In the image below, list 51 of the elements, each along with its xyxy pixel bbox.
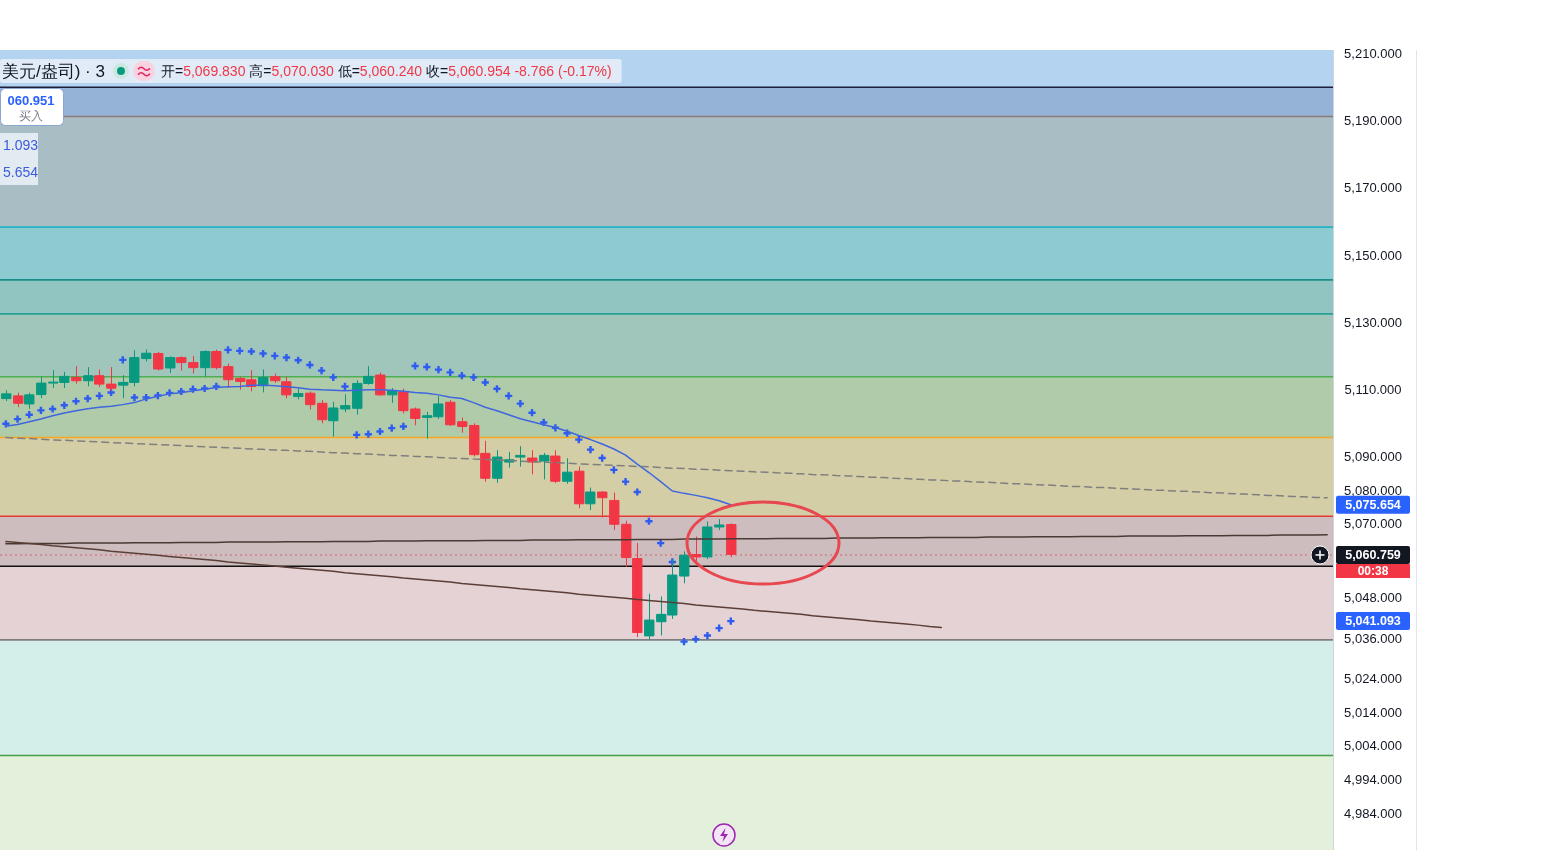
candlestick (153, 352, 164, 371)
y-tick-label: 5,024.000 (1344, 671, 1402, 687)
line-series (5, 436, 1328, 499)
y-tick-label: 5,070.000 (1344, 516, 1402, 532)
candlestick (515, 446, 526, 467)
line-series (5, 540, 943, 629)
text: 00:38 (1357, 564, 1389, 579)
candlestick (691, 536, 702, 561)
candlestick (165, 356, 176, 373)
candlestick (1, 390, 12, 402)
candlestick (71, 366, 82, 384)
y-tick-label: 5,170.000 (1344, 180, 1402, 196)
annotation: 买入 (19, 109, 43, 122)
candlestick (574, 466, 585, 509)
y-tick-label: 5,130.000 (1344, 314, 1402, 330)
annotation: 5.654 (3, 164, 39, 180)
text: 5,075.654 (1345, 497, 1401, 512)
candlestick (539, 452, 550, 480)
candlestick (293, 388, 304, 400)
candlestick (562, 458, 573, 484)
text: 美元/盎司) · 3 (2, 61, 105, 81)
candlestick (200, 350, 211, 377)
y-tick-label: 5,190.000 (1344, 113, 1402, 129)
candlestick (83, 367, 94, 387)
candlestick (585, 487, 596, 510)
line-series (5, 533, 1328, 545)
line-series (5, 384, 732, 506)
y-tick-label: 4,994.000 (1344, 771, 1402, 787)
candlestick (632, 542, 643, 638)
candlestick (13, 392, 24, 408)
candlestick (597, 491, 608, 518)
y-tick-label: 5,080.000 (1344, 482, 1402, 498)
y-tick-label: 5,090.000 (1344, 449, 1402, 465)
y-tick-label: 5,110.000 (1344, 382, 1402, 397)
candlestick (550, 450, 561, 484)
y-tick-label: 5,004.000 (1344, 738, 1402, 754)
ref-line-label: 5,060.759 (1345, 548, 1401, 563)
candlestick (270, 373, 281, 383)
y-tick-label: 5,014.000 (1344, 704, 1402, 720)
y-tick-label: 5,048.000 (1344, 590, 1402, 606)
y-tick-label: 5,036.000 (1344, 630, 1402, 646)
candlestick (527, 450, 538, 475)
annotation: 1.093 (3, 137, 39, 153)
annotation: 060.951 (7, 92, 55, 108)
text: 5,041.093 (1345, 614, 1401, 629)
y-tick-label: 4,984.000 (1344, 805, 1402, 821)
y-tick-label: 5,150.000 (1344, 247, 1402, 263)
y-tick-label: 5,210.000 (1344, 45, 1402, 61)
text: 开=5,069.830 高=5,070.030 低=5,060.240 收=5,060.954 -8.766 (-0.17%) (160, 63, 612, 79)
candlestick (375, 372, 386, 396)
candlestick (726, 523, 737, 558)
